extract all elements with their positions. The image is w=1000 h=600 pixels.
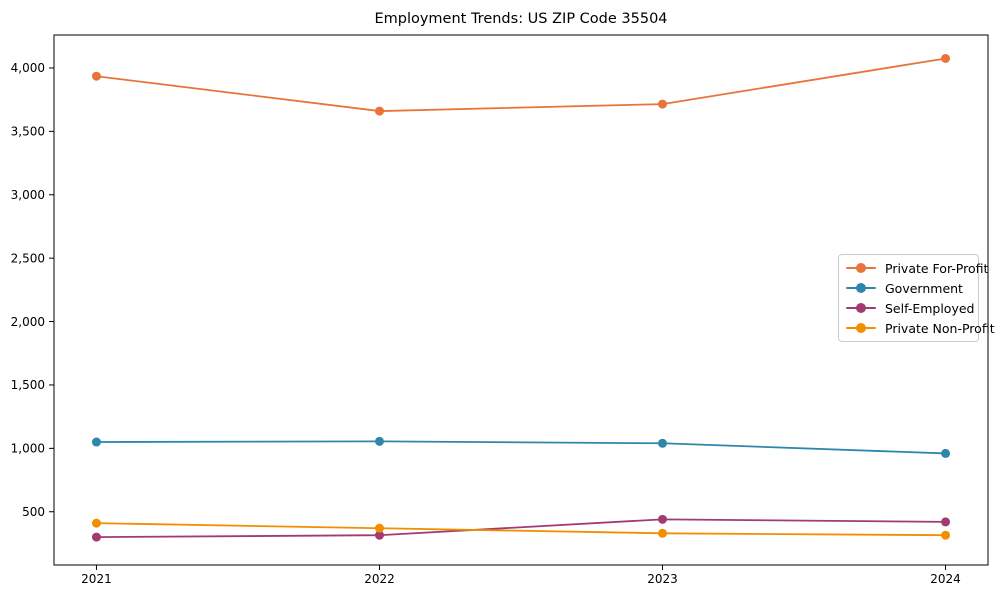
legend: Private For-Profit Government Self-Employe… (838, 254, 995, 342)
data-point-self-employed (941, 517, 951, 527)
x-tick-label: 2021 (81, 572, 112, 586)
line-series-government (95, 440, 947, 455)
legend-item-private-non-profit: Private Non-Profit (846, 318, 995, 338)
legend-dot-icon (856, 283, 866, 293)
y-tick-label: 4,000 (11, 61, 45, 75)
legend-label: Self-Employed (885, 300, 975, 316)
x-tick-label: 2022 (364, 572, 395, 586)
legend-dot-icon (856, 263, 866, 273)
axes-border (53, 34, 989, 566)
data-point-government (658, 438, 668, 448)
legend-item-private-for-profit: Private For-Profit (846, 258, 988, 278)
legend-dot-icon (856, 303, 866, 313)
chart-title: Employment Trends: US ZIP Code 35504 (374, 11, 668, 27)
data-point-self-employed (91, 532, 101, 542)
y-tick-label: 1,000 (11, 442, 45, 456)
data-point-private-for-profit (91, 71, 101, 81)
data-point-government (374, 436, 384, 446)
y-tick-label: 2,000 (11, 315, 45, 329)
legend-line-marker-icon (846, 303, 876, 314)
legend-line-marker-icon (846, 323, 876, 334)
legend-line-marker-icon (846, 263, 876, 274)
legend-label: Government (885, 280, 963, 296)
data-point-private-non-profit (941, 530, 951, 540)
data-point-private-non-profit (91, 518, 101, 528)
legend-label: Private Non-Profit (885, 320, 995, 336)
legend-dot-icon (856, 323, 866, 333)
legend-label: Private For-Profit (885, 260, 989, 276)
line-series-private-for-profit (95, 57, 947, 112)
y-tick-label: 500 (22, 505, 45, 519)
data-point-self-employed (374, 530, 384, 540)
data-point-private-for-profit (658, 99, 668, 109)
data-point-private-non-profit (658, 528, 668, 538)
legend-item-self-employed: Self-Employed (846, 298, 975, 318)
legend-item-government: Government (846, 278, 972, 298)
data-point-self-employed (658, 514, 668, 524)
y-tick-label: 3,000 (11, 188, 45, 202)
y-tick-label: 2,500 (11, 251, 45, 265)
data-point-government (941, 448, 951, 458)
data-point-private-for-profit (374, 106, 384, 116)
line-series-private-non-profit (95, 522, 947, 537)
data-point-private-non-profit (374, 523, 384, 533)
legend-line-marker-icon (846, 283, 876, 294)
y-tick-label: 1,500 (11, 378, 45, 392)
data-point-private-for-profit (941, 53, 951, 63)
y-tick-label: 3,500 (11, 125, 45, 139)
x-tick-label: 2024 (930, 572, 961, 586)
data-point-government (91, 437, 101, 447)
x-tick-label: 2023 (647, 572, 678, 586)
line-series-self-employed (95, 518, 947, 539)
